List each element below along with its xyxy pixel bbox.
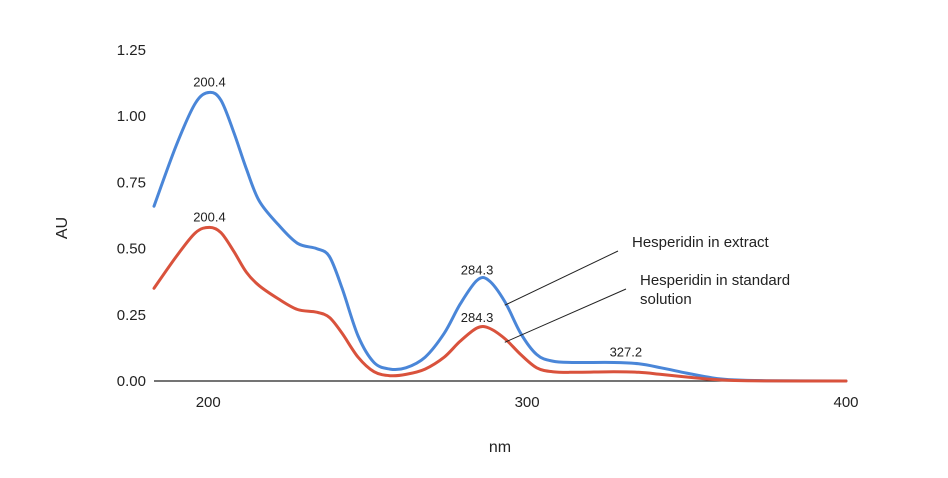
series-lines xyxy=(152,90,848,383)
peak-label: 200.4 xyxy=(193,74,226,89)
legend-label: Hesperidin in standard xyxy=(640,272,790,289)
series-line-extract xyxy=(152,90,848,383)
legend-label: Hesperidin in extract xyxy=(632,234,770,251)
x-tick-label: 200 xyxy=(196,394,221,411)
peak-label: 284.3 xyxy=(461,262,494,277)
y-tick-label: 1.00 xyxy=(117,108,146,125)
y-axis-ticks: 0.00 0.25 0.50 0.75 1.00 1.25 xyxy=(117,42,146,390)
legend-labels: Hesperidin in extract Hesperidin in stand… xyxy=(504,234,790,343)
series-line-standard xyxy=(152,225,848,383)
peak-label: 200.4 xyxy=(193,209,226,224)
y-tick-label: 1.25 xyxy=(117,42,146,59)
y-tick-label: 0.25 xyxy=(117,307,146,324)
legend-leader-line xyxy=(504,250,619,306)
y-tick-label: 0.50 xyxy=(117,241,146,258)
x-axis-ticks: 200 300 400 xyxy=(196,394,859,411)
peak-labels: 200.4 200.4 284.3 284.3 327.2 xyxy=(193,74,642,359)
y-tick-label: 0.00 xyxy=(117,373,146,390)
peak-label: 327.2 xyxy=(610,344,643,359)
legend-leader-line xyxy=(504,288,627,343)
x-tick-label: 400 xyxy=(833,394,858,411)
peak-label: 284.3 xyxy=(461,310,494,325)
y-tick-label: 0.75 xyxy=(117,174,146,191)
x-tick-label: 300 xyxy=(515,394,540,411)
y-axis-title: AU xyxy=(54,217,71,239)
x-axis-title: nm xyxy=(489,439,511,456)
legend-label: solution xyxy=(640,291,692,308)
